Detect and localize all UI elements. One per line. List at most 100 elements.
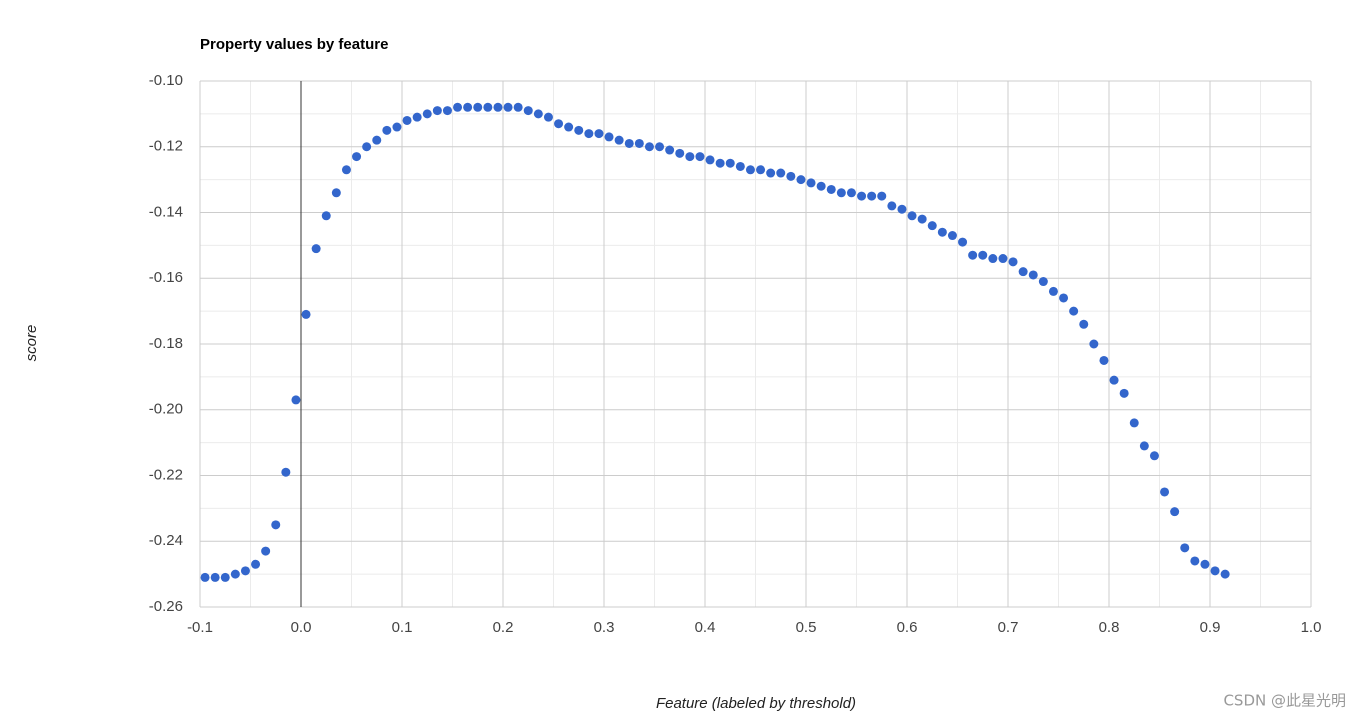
point: [493, 102, 503, 112]
point: [402, 115, 412, 125]
point: [1069, 306, 1079, 316]
point: [715, 158, 725, 168]
point: [554, 119, 564, 129]
point: [937, 227, 947, 237]
point: [1109, 375, 1119, 385]
point: [1210, 566, 1220, 576]
y-tick-label: -0.10: [149, 72, 183, 89]
x-axis-title: Feature (labeled by threshold): [656, 695, 856, 712]
point: [564, 122, 574, 132]
point: [473, 102, 483, 112]
point: [1059, 293, 1069, 303]
point: [1129, 418, 1139, 428]
point: [382, 125, 392, 135]
y-tick-label: -0.20: [149, 401, 183, 418]
point: [968, 250, 978, 260]
point: [372, 135, 382, 145]
point: [907, 211, 917, 221]
point: [533, 109, 543, 119]
point: [776, 168, 786, 178]
point: [806, 178, 816, 188]
point: [1200, 559, 1210, 569]
point: [230, 569, 240, 579]
point: [1160, 487, 1170, 497]
point: [1180, 543, 1190, 553]
point: [816, 181, 826, 191]
point: [725, 158, 735, 168]
x-tick-label: 0.5: [796, 619, 817, 636]
point: [604, 132, 614, 142]
point: [988, 254, 998, 264]
point: [1220, 569, 1230, 579]
point: [281, 467, 291, 477]
point: [644, 142, 654, 152]
point: [442, 106, 452, 116]
point: [311, 244, 321, 254]
point: [594, 129, 604, 139]
point: [675, 148, 685, 158]
point: [1099, 355, 1109, 365]
point: [796, 175, 806, 185]
point: [1018, 267, 1028, 277]
y-tick-label: -0.16: [149, 269, 183, 286]
point: [877, 191, 887, 201]
point: [655, 142, 665, 152]
point: [352, 152, 362, 162]
point: [1079, 319, 1089, 329]
x-tick-label: 0.4: [695, 619, 716, 636]
point: [846, 188, 856, 198]
point: [331, 188, 341, 198]
point: [665, 145, 675, 155]
point: [503, 102, 513, 112]
point: [1008, 257, 1018, 267]
x-tick-label: 1.0: [1301, 619, 1322, 636]
point: [917, 214, 927, 224]
point: [614, 135, 624, 145]
marks: [200, 102, 1230, 582]
point: [927, 221, 937, 231]
x-tick-label: 0.8: [1099, 619, 1120, 636]
point: [261, 546, 271, 556]
point: [867, 191, 877, 201]
point: [301, 309, 311, 319]
point: [756, 165, 766, 175]
chart-title: Property values by feature: [200, 36, 388, 53]
point: [685, 152, 695, 162]
point: [321, 211, 331, 221]
point: [958, 237, 968, 247]
point: [978, 250, 988, 260]
grid: [199, 80, 1312, 608]
point: [271, 520, 281, 530]
point: [624, 138, 634, 148]
y-tick-label: -0.24: [149, 532, 183, 549]
y-tick-label: -0.12: [149, 138, 183, 155]
point: [200, 572, 210, 582]
point: [513, 102, 523, 112]
y-axis-title: score: [23, 325, 40, 362]
point: [705, 155, 715, 165]
point: [220, 572, 230, 582]
point: [543, 112, 553, 122]
x-tick-label: 0.2: [493, 619, 514, 636]
point: [786, 171, 796, 181]
point: [362, 142, 372, 152]
point: [857, 191, 867, 201]
point: [1190, 556, 1200, 566]
y-tick-label: -0.22: [149, 466, 183, 483]
point: [523, 106, 533, 116]
x-tick-label: -0.1: [187, 619, 213, 636]
point: [1048, 286, 1058, 296]
point: [291, 395, 301, 405]
x-tick-label: 0.0: [291, 619, 312, 636]
x-tick-label: 0.3: [594, 619, 615, 636]
point: [695, 152, 705, 162]
point: [574, 125, 584, 135]
point: [392, 122, 402, 132]
point: [887, 201, 897, 211]
point: [1028, 270, 1038, 280]
point: [251, 559, 261, 569]
point: [735, 161, 745, 171]
point: [897, 204, 907, 214]
x-tick-label: 0.9: [1200, 619, 1221, 636]
